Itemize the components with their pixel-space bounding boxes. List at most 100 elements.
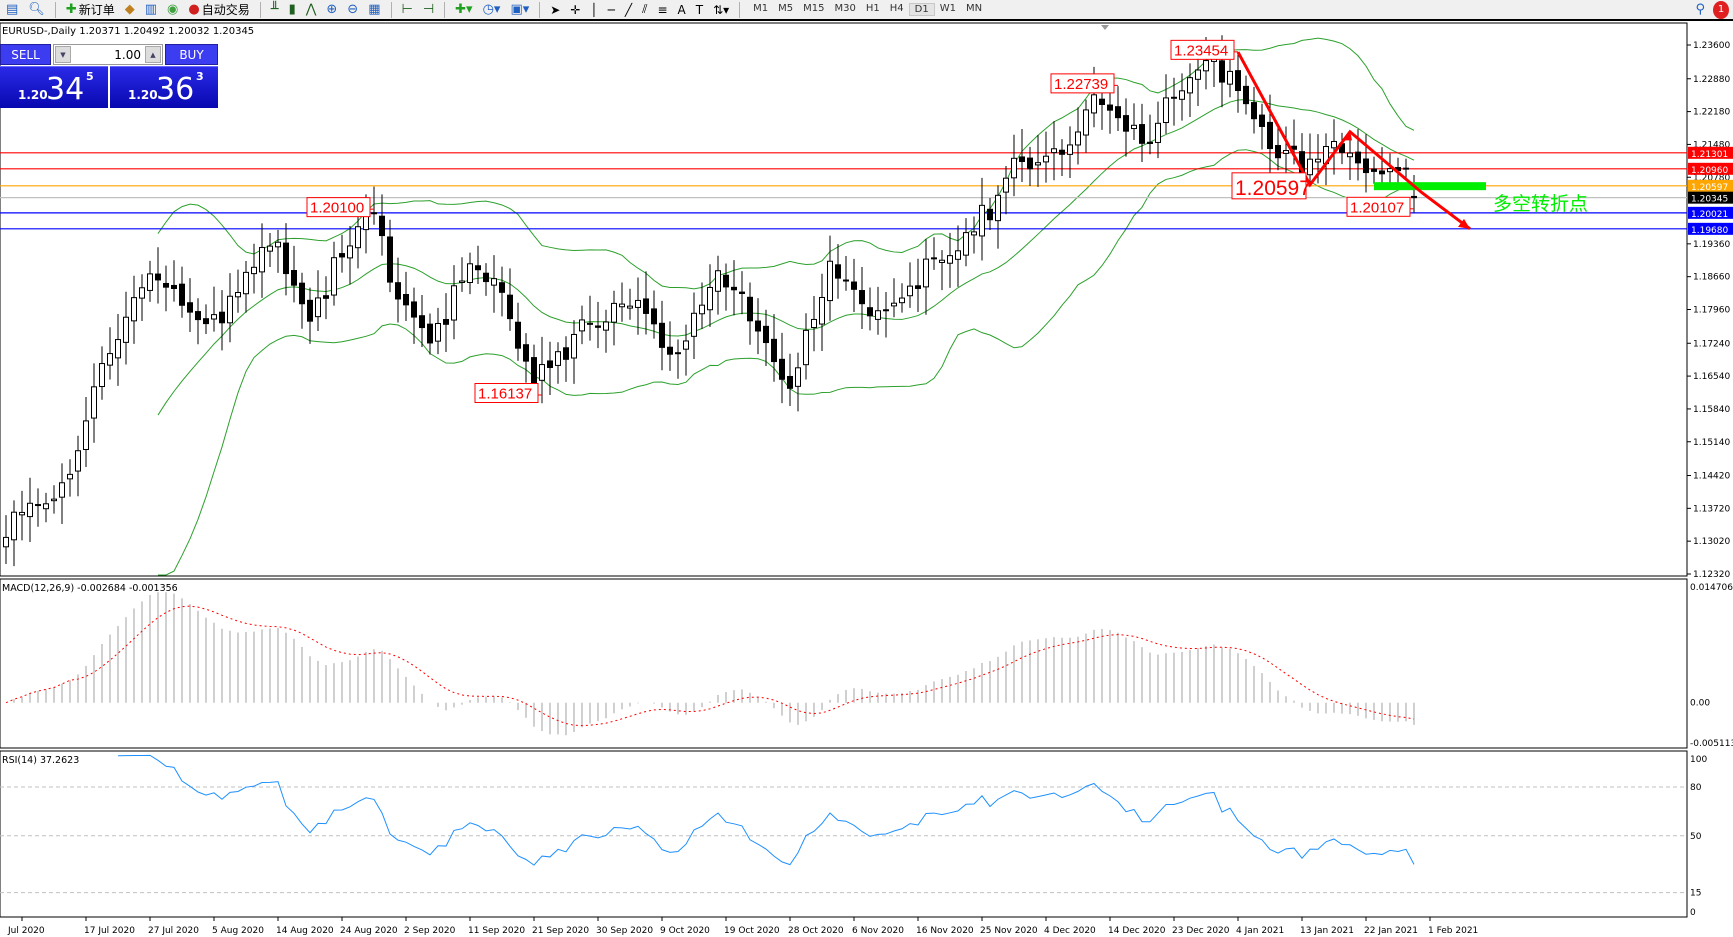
one-click-trading-panel: SELL ▼ 1.00 ▲ BUY 1.20 34 5 1.20 36 3 <box>0 42 218 108</box>
line-chart-icon[interactable]: ⋀ <box>305 2 317 17</box>
chart-icon[interactable]: ▤ <box>6 2 19 17</box>
buy-button[interactable]: BUY <box>165 44 218 65</box>
price-annotation-box <box>1231 172 1307 200</box>
candle <box>11 511 17 541</box>
autoscroll-icon[interactable]: ⊢ <box>401 2 413 17</box>
candle <box>1267 121 1273 150</box>
tile-windows-icon[interactable]: ▦ <box>368 2 381 17</box>
price-annotation-box <box>1050 73 1115 94</box>
candle <box>411 301 417 318</box>
price-annotation: 1.20107 <box>1350 199 1404 216</box>
timeframe-mn[interactable]: MN <box>965 3 983 14</box>
timeframe-m30[interactable]: M30 <box>834 3 856 14</box>
candle <box>1323 146 1329 165</box>
auto-trading-button[interactable]: ● 自动交易 <box>186 1 251 19</box>
horizontal-line-icon[interactable]: ─ <box>607 2 615 17</box>
indicators-icon[interactable]: ✚▾ <box>455 2 473 17</box>
candle <box>1155 122 1161 143</box>
zoom-out-icon[interactable]: ⊖ <box>347 2 359 17</box>
timeframe-m5[interactable]: M5 <box>778 3 794 14</box>
lot-input[interactable]: 1.00 <box>114 47 141 62</box>
candle <box>1315 158 1321 163</box>
candle <box>683 340 689 350</box>
vertical-line-icon[interactable]: │ <box>590 2 598 17</box>
candle <box>475 265 481 271</box>
candle <box>131 297 137 322</box>
candle <box>1395 167 1401 172</box>
arrows-icon[interactable]: ⇅▾ <box>713 2 730 17</box>
bar-chart-icon[interactable]: ╨ <box>270 2 279 17</box>
arrow-head <box>1342 130 1352 141</box>
candle <box>747 296 753 322</box>
trendline-icon[interactable]: ╱ <box>624 2 633 17</box>
candle <box>435 322 441 342</box>
trend-arrow <box>1236 51 1471 231</box>
price-tick-label: 1.19360 <box>1693 240 1730 250</box>
main-pane <box>0 22 1688 577</box>
zoom-icon[interactable]: 🔍︎ <box>28 2 45 17</box>
price-annotation-box <box>474 382 539 403</box>
timeframe-m15[interactable]: M15 <box>803 3 825 14</box>
candle <box>371 212 377 215</box>
signal-icon[interactable]: ◉ <box>167 2 179 17</box>
buy-price-big: 1.20 <box>128 88 158 102</box>
price-tick-label: 1.15840 <box>1693 405 1730 415</box>
candle <box>691 312 697 337</box>
periods-icon[interactable]: ◷▾ <box>482 2 501 17</box>
candle <box>699 304 705 315</box>
increase-lot-button[interactable]: ▲ <box>145 46 161 63</box>
sell-button[interactable]: SELL <box>0 44 51 65</box>
candle <box>235 292 241 298</box>
candle <box>555 351 561 366</box>
candle <box>1251 102 1257 120</box>
price-tick-label: 1.23600 <box>1693 41 1730 51</box>
chart-shift-icon[interactable]: ⊣ <box>422 2 435 17</box>
navigator-icon[interactable]: ▥ <box>144 2 158 17</box>
candle <box>1099 98 1105 105</box>
macd-label: MACD(12,26,9) -0.002684 -0.001356 <box>2 583 178 594</box>
search-icon[interactable]: ⚲ <box>1695 2 1705 17</box>
zoom-in-icon[interactable]: ⊕ <box>326 2 338 17</box>
notification-badge[interactable]: 1 <box>1713 0 1729 19</box>
sell-price[interactable]: 1.20 34 5 <box>0 66 108 108</box>
candle <box>987 208 993 221</box>
candle <box>891 302 897 307</box>
candle <box>1363 158 1369 174</box>
candle <box>35 504 41 507</box>
price-line-label: 1.20960 <box>1691 166 1728 176</box>
new-order-button[interactable]: ✚ 新订单 <box>64 1 117 19</box>
timeframe-h4[interactable]: H4 <box>889 3 904 14</box>
candle <box>611 302 617 323</box>
pivot-zone-label: 多空转折点 <box>1493 193 1588 215</box>
candle <box>467 263 473 283</box>
text-label-icon[interactable]: T <box>695 2 704 17</box>
crosshair-icon[interactable]: ✛ <box>570 2 581 17</box>
candle <box>19 511 25 516</box>
timeframe-w1[interactable]: W1 <box>939 3 956 14</box>
candle <box>1075 131 1081 146</box>
candle <box>859 290 865 305</box>
candlestick-icon[interactable]: ▮ <box>288 2 296 17</box>
timeframe-h1[interactable]: H1 <box>865 3 880 14</box>
cursor-icon[interactable]: ➤ <box>550 2 561 17</box>
pivot-zone <box>1374 182 1486 191</box>
date-label: 11 Sep 2020 <box>468 926 525 936</box>
price-annotation: 1.20597 <box>1235 177 1311 200</box>
price-line-label: 1.20345 <box>1691 195 1728 205</box>
buy-price[interactable]: 1.20 36 3 <box>110 66 218 108</box>
candle <box>315 297 321 318</box>
timeframe-m1[interactable]: M1 <box>753 3 769 14</box>
candle <box>795 367 801 387</box>
price-annotation-box <box>306 197 371 218</box>
text-icon[interactable]: A <box>677 2 686 17</box>
metaeditor-icon[interactable]: ◆ <box>124 2 135 17</box>
decrease-lot-button[interactable]: ▼ <box>55 46 71 63</box>
candle <box>27 502 33 518</box>
fibonacci-icon[interactable]: ≡ <box>657 2 668 17</box>
timeframe-d1[interactable]: D1 <box>908 3 935 16</box>
candle <box>251 266 257 275</box>
templates-icon[interactable]: ▣▾ <box>510 2 530 17</box>
rsi-tick-label: 80 <box>1690 783 1702 793</box>
channel-icon[interactable]: ⫽ <box>642 2 648 16</box>
